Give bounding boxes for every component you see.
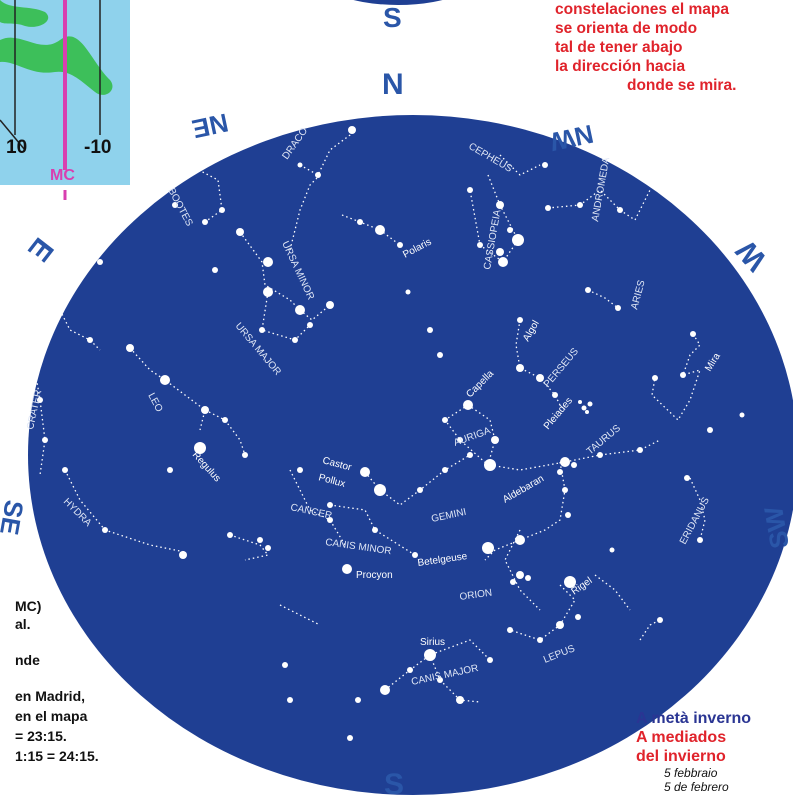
time-note-line: nde xyxy=(15,652,40,668)
pleiades-marker xyxy=(578,400,593,414)
meridian-inset xyxy=(0,0,130,200)
previous-map-edge xyxy=(353,0,443,5)
compass-south: S xyxy=(384,768,405,801)
star-sirius: Sirius xyxy=(420,637,445,648)
orientation-note-line: la dirección hacia xyxy=(555,58,686,75)
inset-tick-left: 10 xyxy=(6,137,28,158)
sky-ellipse xyxy=(28,115,793,795)
orientation-note-line: tal de tener abajo xyxy=(555,39,683,56)
season-title-es: A mediados xyxy=(636,729,727,746)
time-note-line: = 23:15. xyxy=(15,728,67,744)
season-title-es: del invierno xyxy=(636,748,726,765)
time-note-line: en el mapa xyxy=(15,708,88,724)
orientation-note-line: donde se mira. xyxy=(627,77,737,94)
orientation-note: constelaciones el mapa se orienta de mod… xyxy=(555,0,791,95)
season-caption: A metà inverno A mediados del invierno 5… xyxy=(636,709,793,794)
compass-north: N xyxy=(382,68,404,101)
time-note-line: MC) xyxy=(15,598,42,614)
stars xyxy=(37,126,745,741)
time-note-line: en Madrid, xyxy=(15,688,86,704)
time-note-line: al. xyxy=(15,616,31,632)
compass-south-west: SW xyxy=(758,504,793,551)
orientation-note-line: constelaciones el mapa xyxy=(555,1,730,18)
season-date-it: 5 febbraio xyxy=(664,766,718,780)
inset-tick-right: -10 xyxy=(84,137,112,158)
time-note-line: 1:15 = 24:15. xyxy=(15,748,99,764)
star-procyon: Procyon xyxy=(356,570,393,581)
orientation-note-line: se orienta de modo xyxy=(555,20,698,37)
season-date-es: 5 de febrero xyxy=(664,780,729,794)
constellation-orion: ORION xyxy=(459,588,493,603)
season-title-it: A metà inverno xyxy=(636,710,751,727)
compass-top-south: S xyxy=(383,2,402,33)
inset-mc-label: MC xyxy=(50,167,75,184)
